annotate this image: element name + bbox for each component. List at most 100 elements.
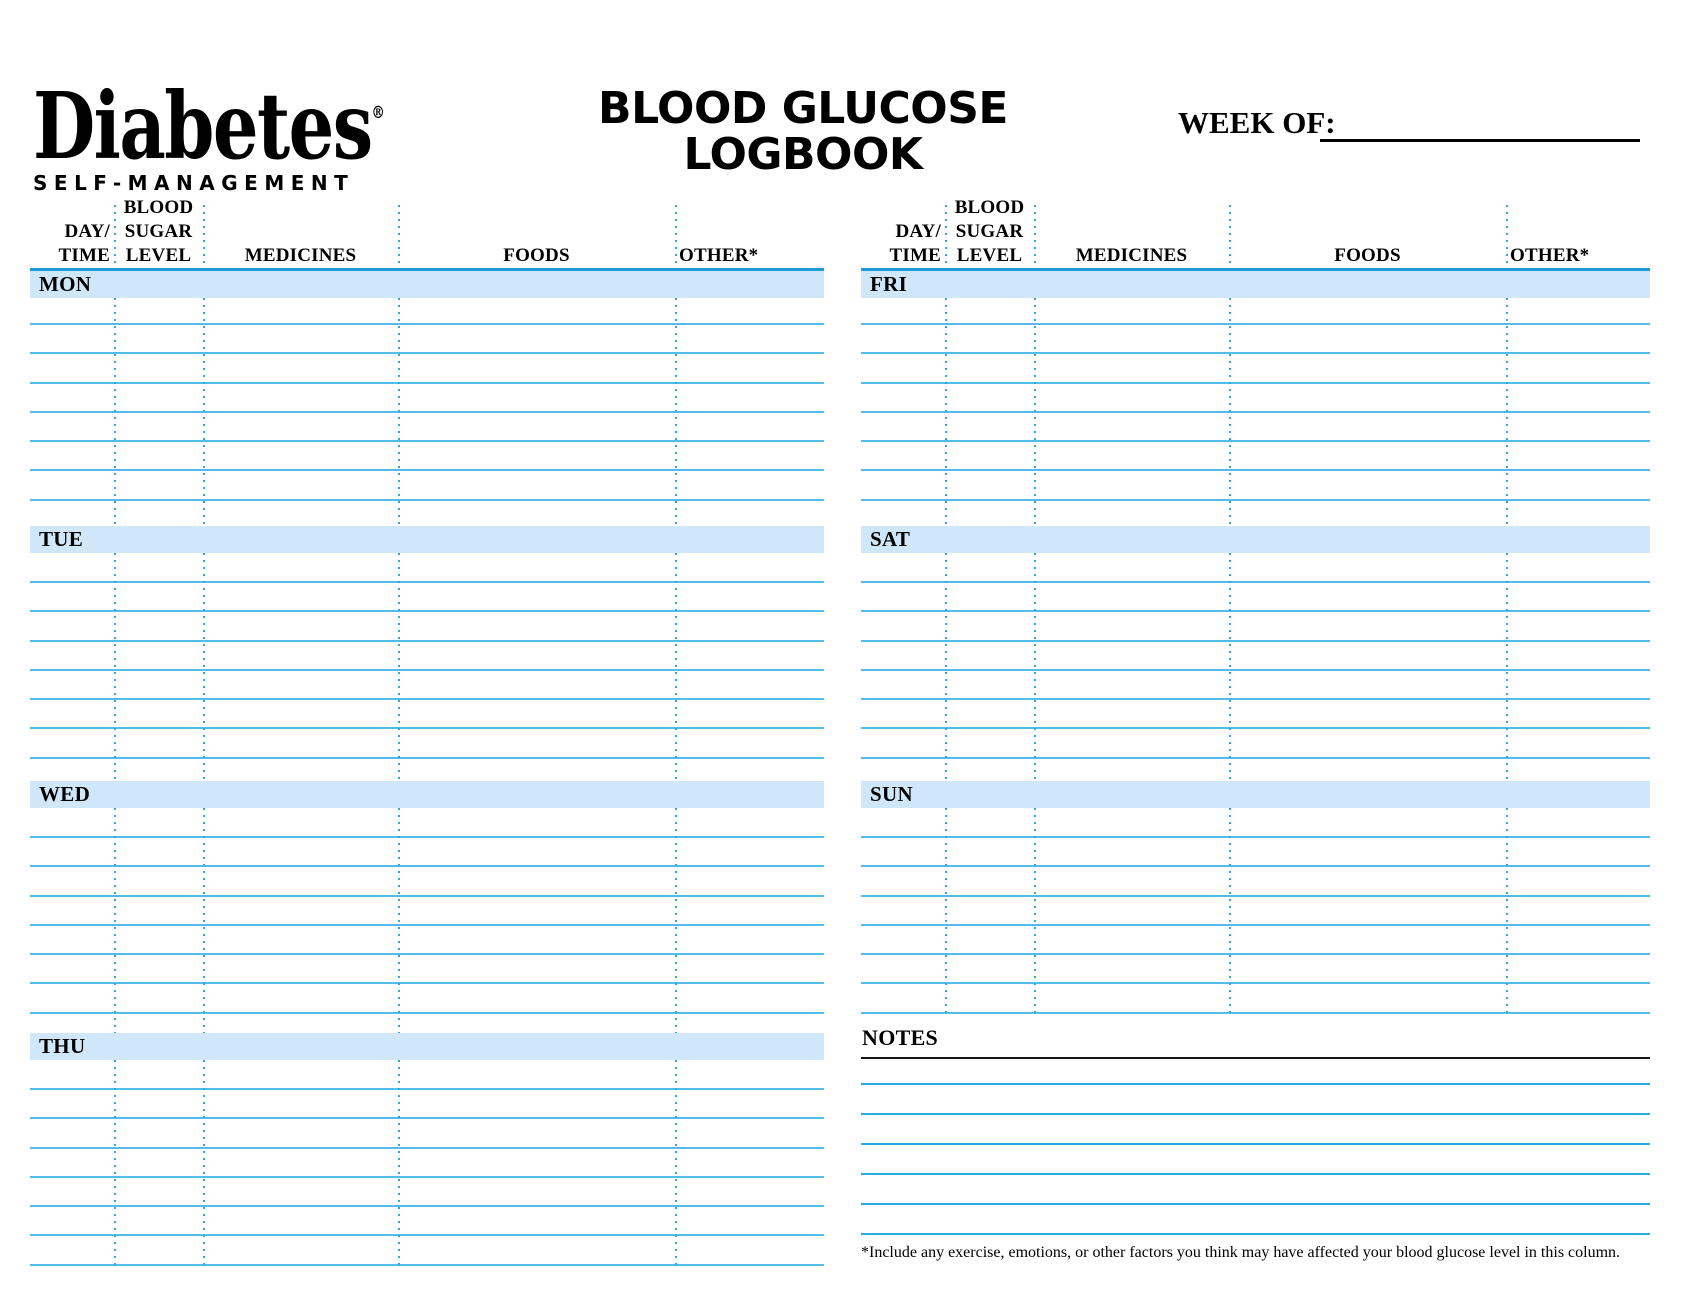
log-row-line: [30, 757, 824, 759]
column-header-day-time-line: DAY/: [895, 221, 941, 242]
day-label-wed: WED: [39, 782, 91, 806]
column-separator-dotted: [398, 553, 400, 781]
log-row-line: [30, 1176, 824, 1178]
column-separator-dotted: [203, 553, 205, 781]
column-header-foods-line: FOODS: [503, 245, 570, 266]
day-label-tue: TUE: [39, 527, 84, 551]
log-row-line: [30, 698, 824, 700]
column-header-foods-line: FOODS: [1334, 245, 1401, 266]
log-row-line: [30, 581, 824, 583]
notes-underline: [861, 1057, 1650, 1059]
column-header-blood-sugar-level: BLOOD SUGAR LEVEL: [945, 196, 1034, 268]
log-row-line: [30, 1088, 824, 1090]
log-row-line: [30, 953, 824, 955]
log-row-line: [30, 669, 824, 671]
log-row-line: [30, 499, 824, 501]
column-separator-dotted: [675, 1060, 677, 1266]
log-row-line: [30, 727, 824, 729]
notes-label: NOTES: [862, 1025, 939, 1050]
column-separator-dotted: [1229, 553, 1231, 781]
notes-ruled-line: [861, 1113, 1650, 1115]
log-row-line: [30, 382, 824, 384]
week-of-label: WEEK OF:: [1178, 105, 1336, 140]
column-header-blood-sugar-level-line: BLOOD: [123, 197, 194, 218]
column-separator-dotted: [398, 1060, 400, 1266]
log-row-line: [30, 924, 824, 926]
log-row-line: [861, 669, 1650, 671]
log-row-line: [861, 1012, 1650, 1014]
column-separator-dotted: [675, 808, 677, 1033]
column-separator-dotted: [203, 1060, 205, 1266]
column-header-other-line: OTHER*: [679, 245, 759, 266]
log-table-left: DAY/TIME BLOOD SUGAR LEVEL MEDICINES FOODS OTH…: [30, 196, 824, 1274]
column-separator-dotted: [203, 808, 205, 1033]
logo-tagline: SELF-MANAGEMENT: [33, 171, 355, 195]
log-row-line: [30, 1117, 824, 1119]
column-separator-dotted: [1229, 298, 1231, 526]
column-header-blood-sugar-level-line: BLOOD: [954, 197, 1025, 218]
log-row-line: [30, 836, 824, 838]
column-separator-dotted: [114, 205, 116, 268]
column-separator-dotted: [945, 205, 947, 268]
column-separator-dotted: [945, 298, 947, 526]
log-row-line: [30, 1147, 824, 1149]
column-separator-dotted: [945, 553, 947, 781]
log-row-line: [30, 323, 824, 325]
log-row-line: [861, 323, 1650, 325]
log-row-line: [861, 836, 1650, 838]
column-separator-dotted: [203, 205, 205, 268]
column-header-blood-sugar-level-line: LEVEL: [125, 245, 192, 266]
page-title: BLOOD GLUCOSE LOGBOOK: [553, 86, 1053, 178]
log-row-line: [861, 440, 1650, 442]
log-table-right: DAY/TIME BLOOD SUGAR LEVEL MEDICINES FOODS OTH…: [861, 196, 1650, 1274]
log-row-line: [30, 411, 824, 413]
logo-brand-word: Diabetes: [33, 72, 373, 180]
day-bar-wed: WED: [30, 781, 824, 808]
day-label-sat: SAT: [870, 527, 911, 551]
notes-ruled-line: [861, 1233, 1650, 1235]
notes-ruled-line: [861, 1143, 1650, 1145]
day-label-fri: FRI: [870, 272, 908, 296]
log-row-line: [861, 698, 1650, 700]
column-separator-dotted: [1034, 298, 1036, 526]
day-label-mon: MON: [39, 272, 92, 296]
log-row-line: [861, 352, 1650, 354]
log-row-line: [861, 469, 1650, 471]
column-header-blood-sugar-level-line: LEVEL: [956, 245, 1023, 266]
column-separator-dotted: [114, 553, 116, 781]
column-separator-dotted: [203, 298, 205, 526]
column-header-day-time: DAY/TIME: [861, 220, 941, 268]
title-line-1: BLOOD GLUCOSE: [598, 83, 1008, 134]
column-separator-dotted: [114, 808, 116, 1033]
column-separator-dotted: [1229, 205, 1231, 268]
column-separator-dotted: [675, 553, 677, 781]
column-separator-dotted: [1506, 808, 1508, 1014]
title-line-2: LOGBOOK: [683, 129, 923, 180]
column-separator-dotted: [1034, 205, 1036, 268]
column-header-day-time: DAY/TIME: [30, 220, 110, 268]
column-separator-dotted: [675, 298, 677, 526]
footnote: *Include any exercise, emotions, or othe…: [861, 1244, 1621, 1261]
day-bar-sat: SAT: [861, 526, 1650, 553]
day-bar-sun: SUN: [861, 781, 1650, 808]
notes-ruled-line: [861, 1203, 1650, 1205]
log-row-line: [861, 982, 1650, 984]
log-row-line: [30, 352, 824, 354]
column-header-medicines: MEDICINES: [1034, 244, 1229, 268]
log-row-line: [861, 895, 1650, 897]
column-header-blood-sugar-level: BLOOD SUGAR LEVEL: [114, 196, 203, 268]
log-row-line: [30, 640, 824, 642]
column-header-other: OTHER*: [1510, 244, 1651, 268]
log-row-line: [30, 1234, 824, 1236]
log-row-line: [861, 924, 1650, 926]
day-bar-tue: TUE: [30, 526, 824, 553]
log-row-line: [861, 757, 1650, 759]
log-row-line: [30, 1205, 824, 1207]
log-row-line: [30, 469, 824, 471]
column-separator-dotted: [1506, 205, 1508, 268]
column-header-day-time-line: TIME: [889, 245, 941, 266]
day-label-thu: THU: [39, 1034, 86, 1058]
column-separator-dotted: [1506, 553, 1508, 781]
column-header-foods: FOODS: [398, 244, 675, 268]
column-separator-dotted: [1506, 298, 1508, 526]
